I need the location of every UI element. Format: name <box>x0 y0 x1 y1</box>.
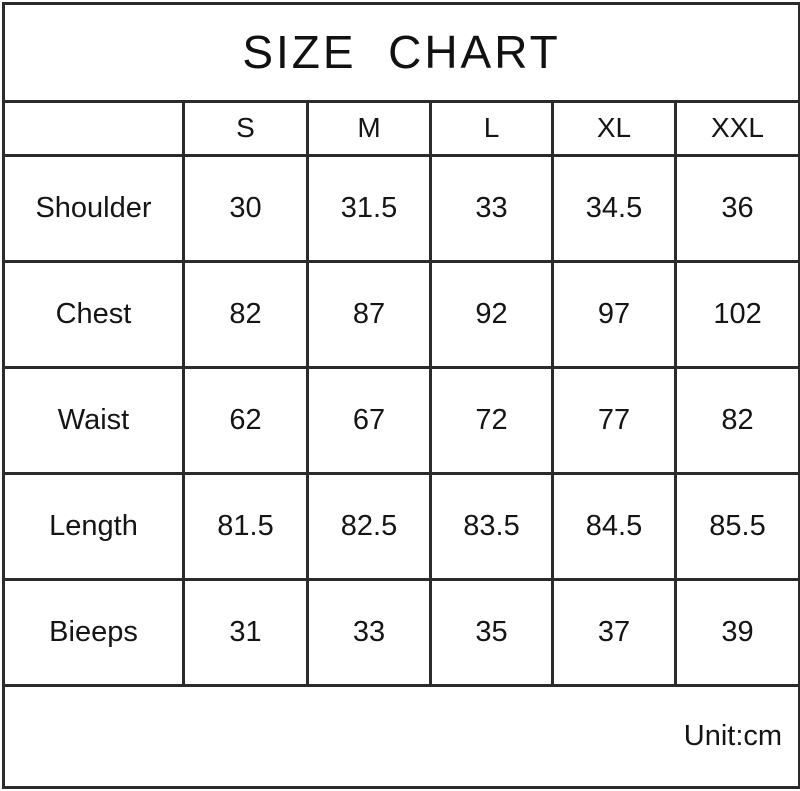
footer-row: Unit:cm <box>1 684 800 789</box>
chart-title: SIZE CHART <box>242 26 561 79</box>
cell-waist-xl: 77 <box>551 366 677 476</box>
title-cell: SIZE CHART <box>1 2 800 103</box>
column-header-m: M <box>306 99 432 158</box>
table-row-length: Length 81.5 82.5 83.5 84.5 85.5 <box>2 472 800 582</box>
cell-length-m: 82.5 <box>306 472 432 582</box>
unit-cell: Unit:cm <box>1 684 800 789</box>
row-label-bieeps: Bieeps <box>2 578 185 688</box>
table-row-waist: Waist 62 67 72 77 82 <box>2 366 800 476</box>
table-row-chest: Chest 82 87 92 97 102 <box>2 260 800 370</box>
cell-chest-m: 87 <box>306 260 432 370</box>
row-label-length: Length <box>2 472 185 582</box>
cell-waist-l: 72 <box>429 366 554 476</box>
column-header-xxl: XXL <box>673 99 800 158</box>
cell-chest-s: 82 <box>182 260 309 370</box>
cell-bieeps-s: 31 <box>182 578 309 688</box>
cell-length-l: 83.5 <box>429 472 554 582</box>
cell-bieeps-xl: 37 <box>551 578 677 688</box>
cell-bieeps-m: 33 <box>306 578 432 688</box>
table-row-bieeps: Bieeps 31 33 35 37 39 <box>2 578 800 688</box>
row-label-shoulder: Shoulder <box>2 154 185 264</box>
table-row-shoulder: Shoulder 30 31.5 33 34.5 36 <box>2 154 800 264</box>
cell-shoulder-m: 31.5 <box>306 154 432 264</box>
row-label-waist: Waist <box>2 366 185 476</box>
corner-cell <box>2 99 185 158</box>
cell-chest-xl: 97 <box>551 260 677 370</box>
title-row: SIZE CHART <box>1 2 800 103</box>
cell-bieeps-l: 35 <box>429 578 554 688</box>
cell-waist-m: 67 <box>306 366 432 476</box>
cell-length-xxl: 85.5 <box>673 472 800 582</box>
column-header-xl: XL <box>551 99 677 158</box>
column-header-s: S <box>182 99 309 158</box>
cell-shoulder-xl: 34.5 <box>551 154 677 264</box>
row-label-chest: Chest <box>2 260 185 370</box>
cell-length-s: 81.5 <box>182 472 309 582</box>
cell-shoulder-s: 30 <box>182 154 309 264</box>
cell-chest-xxl: 102 <box>673 260 800 370</box>
unit-label: Unit:cm <box>683 720 783 753</box>
cell-shoulder-l: 33 <box>429 154 554 264</box>
cell-waist-s: 62 <box>182 366 309 476</box>
header-row: S M L XL XXL <box>2 99 800 158</box>
cell-chest-l: 92 <box>429 260 554 370</box>
column-header-l: L <box>429 99 554 158</box>
cell-length-xl: 84.5 <box>551 472 677 582</box>
cell-bieeps-xxl: 39 <box>673 578 800 688</box>
cell-waist-xxl: 82 <box>673 366 800 476</box>
cell-shoulder-xxl: 36 <box>673 154 800 264</box>
